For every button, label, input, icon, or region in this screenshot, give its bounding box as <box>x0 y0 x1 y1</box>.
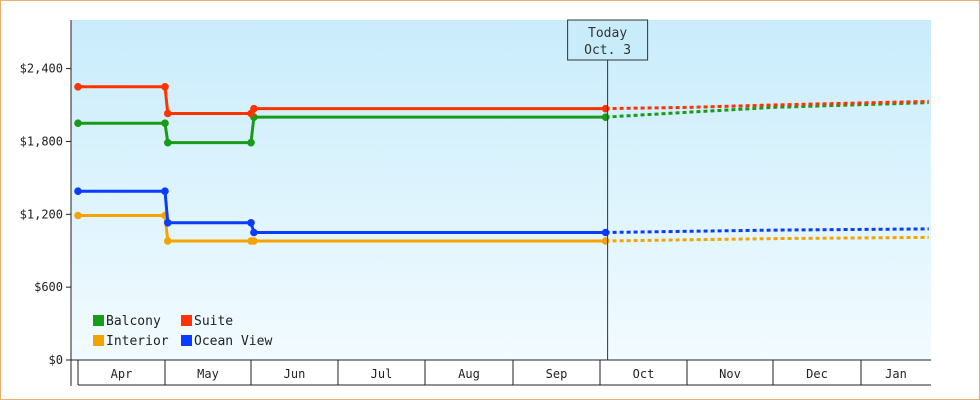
data-point <box>247 138 255 147</box>
month-label: Dec <box>806 367 828 381</box>
series-line <box>78 189 606 234</box>
legend-label: Balcony <box>106 314 161 329</box>
data-point <box>250 104 258 113</box>
month-label: May <box>197 367 219 381</box>
data-point <box>161 119 169 128</box>
data-point <box>601 113 610 121</box>
data-point <box>163 218 172 227</box>
series-forecast-line <box>605 99 929 111</box>
series-forecast-line <box>605 227 929 234</box>
y-tick-label: $0 <box>49 353 63 367</box>
data-point <box>74 119 82 128</box>
legend-swatch <box>181 315 192 326</box>
series-layer <box>74 82 929 245</box>
month-label: Apr <box>111 367 133 381</box>
plot-area <box>71 20 931 360</box>
data-point <box>601 237 610 245</box>
legend-item: Ocean View <box>181 334 272 349</box>
y-axis: $0 $600 $1,200 $1,800 $2,400 <box>20 20 72 386</box>
month-label: Jan <box>885 367 907 381</box>
data-point <box>74 187 82 196</box>
legend-swatch <box>181 335 192 346</box>
month-label: Jun <box>284 367 306 381</box>
legend-swatch <box>93 335 104 346</box>
legend: Balcony Suite Interior Ocean View <box>93 314 272 349</box>
data-point <box>74 82 82 91</box>
y-tick-label: $600 <box>34 280 63 294</box>
data-point <box>163 237 172 245</box>
y-tick-label: $1,200 <box>20 207 63 221</box>
today-label: Today <box>588 26 627 41</box>
y-tick-label: $1,800 <box>20 134 63 148</box>
month-label: Oct <box>633 367 655 381</box>
month-label: Nov <box>719 367 741 381</box>
data-point <box>161 187 169 196</box>
today-marker: Today Oct. 3 <box>567 19 649 360</box>
today-box <box>567 19 649 61</box>
legend-swatch <box>93 315 104 326</box>
data-point <box>247 218 255 227</box>
legend-item: Suite <box>181 314 233 329</box>
data-point <box>74 211 82 220</box>
data-point <box>161 82 169 91</box>
month-label: Jul <box>371 367 393 381</box>
legend-label: Ocean View <box>194 334 272 349</box>
data-point <box>601 228 610 237</box>
series-forecast-line <box>605 101 929 119</box>
legend-item: Interior <box>93 334 169 349</box>
data-point <box>250 237 258 245</box>
data-point <box>163 138 172 147</box>
series-line <box>78 85 606 115</box>
month-label: Sep <box>546 367 568 381</box>
data-point <box>601 104 610 113</box>
series-line <box>78 115 606 145</box>
month-label: Aug <box>458 367 480 381</box>
series-ocean-view <box>74 187 929 237</box>
legend-label: Interior <box>106 334 169 349</box>
series-line <box>78 214 606 243</box>
y-tick-label: $2,400 <box>20 62 63 76</box>
data-point <box>250 228 258 237</box>
x-axis: Apr May Jun Jul Aug Sep Oct Nov Dec Jan <box>71 359 931 386</box>
legend-label: Suite <box>194 314 233 329</box>
today-date: Oct. 3 <box>584 43 631 58</box>
legend-item: Balcony <box>93 314 161 329</box>
data-point <box>163 109 172 118</box>
series-forecast-line <box>605 235 929 243</box>
